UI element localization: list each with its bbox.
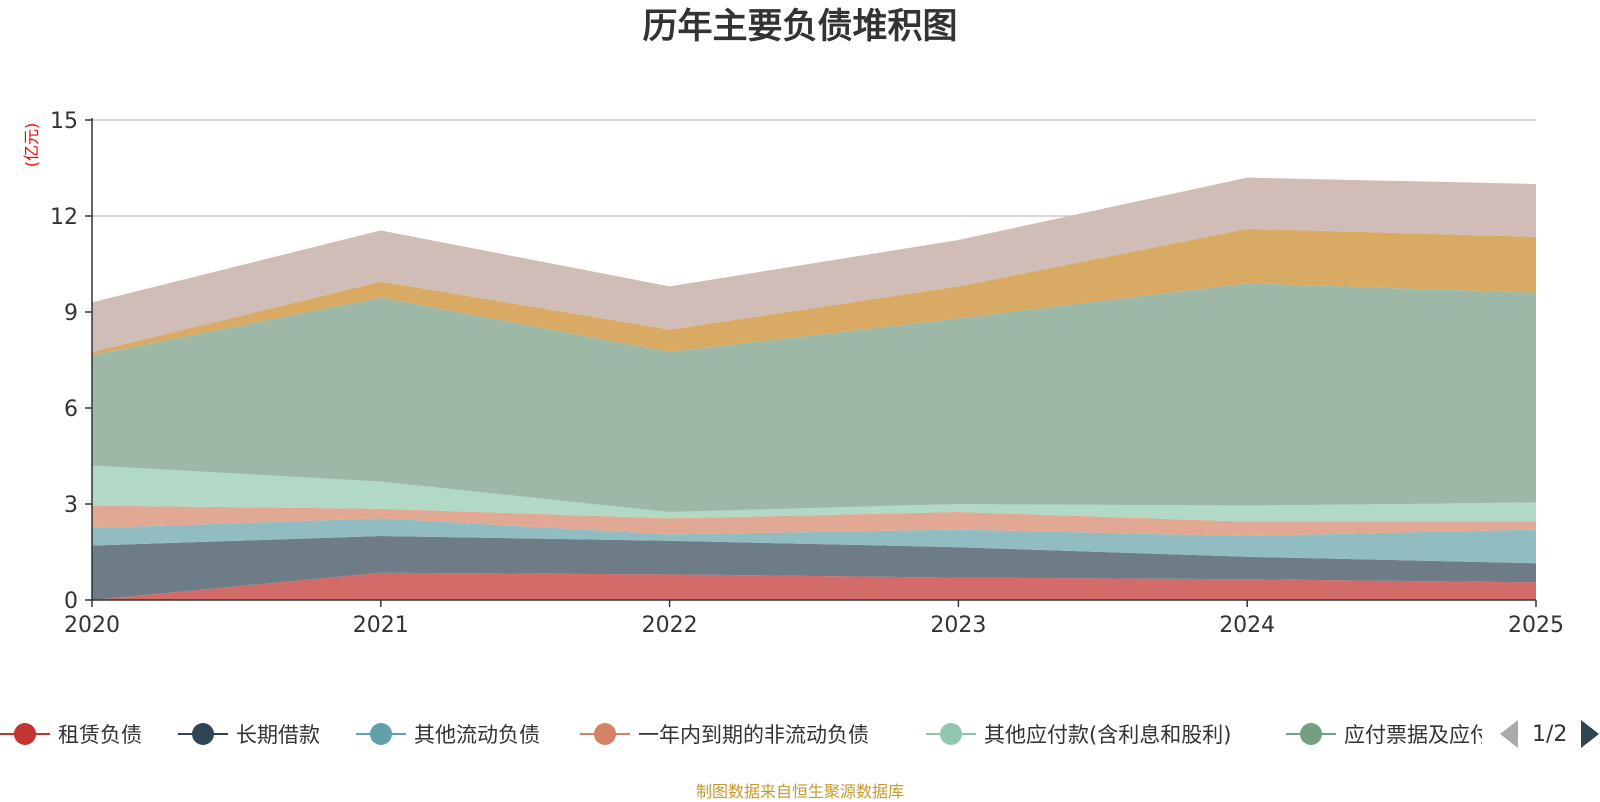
legend-marker-icon	[1286, 721, 1336, 747]
legend-next-page-button[interactable]	[1581, 720, 1600, 748]
y-tick-label: 6	[64, 397, 78, 422]
legend-label: 租赁负债	[58, 723, 142, 747]
legend-marker-icon	[0, 721, 50, 747]
legend-items: 租赁负债 长期借款 其他流动负债 一年内到期的非流动负债 其他应付款(含利息和股利) 应付…	[0, 712, 1482, 756]
legend-marker-icon	[580, 721, 630, 747]
legend-marker-icon	[356, 721, 406, 747]
y-axis-label: (亿元)	[22, 123, 41, 168]
legend-item[interactable]: 一年内到期的非流动负债	[580, 712, 869, 756]
area-series-4[interactable]	[92, 465, 1536, 522]
legend-page-indicator: 1/2	[1532, 721, 1568, 747]
area-series-5[interactable]	[92, 283, 1536, 512]
axes: 0 3 6 9 12 15 2020 2021 2022 2023 2024 2025	[50, 109, 1564, 638]
area-series-6[interactable]	[92, 228, 1536, 356]
legend-prev-page-button[interactable]	[1500, 720, 1518, 748]
legend-label: 其他应付款(含利息和股利)	[984, 723, 1232, 747]
area-series-7[interactable]	[92, 177, 1536, 352]
area-series-3[interactable]	[92, 505, 1536, 536]
legend-label: 其他流动负债	[414, 723, 540, 747]
chart-title: 历年主要负债堆积图	[642, 7, 958, 47]
legend-label: 应付票据及应付账款	[1344, 723, 1482, 747]
legend-item[interactable]: 租赁负债	[0, 712, 142, 756]
legend-pager: 1/2	[1500, 712, 1600, 756]
legend-item[interactable]: 应付票据及应付账款	[1286, 712, 1482, 756]
legend-item[interactable]: 长期借款	[178, 712, 320, 756]
legend-label: 一年内到期的非流动负债	[638, 723, 869, 747]
x-tick-label: 2021	[353, 613, 409, 638]
legend: 租赁负债 长期借款 其他流动负债 一年内到期的非流动负债 其他应付款(含利息和股利) 应付…	[0, 712, 1600, 756]
area-series-2[interactable]	[92, 518, 1536, 564]
legend-item[interactable]: 其他流动负债	[356, 712, 540, 756]
area-series-layer	[92, 177, 1536, 600]
legend-label: 长期借款	[236, 723, 320, 747]
y-tick-label: 0	[64, 589, 78, 614]
x-tick-label: 2024	[1219, 613, 1275, 638]
legend-marker-icon	[178, 721, 228, 747]
y-tick-label: 9	[64, 301, 78, 326]
area-series-0[interactable]	[92, 572, 1536, 600]
source-note: 制图数据来自恒生聚源数据库	[695, 782, 904, 801]
area-series-1[interactable]	[92, 536, 1536, 600]
x-tick-label: 2020	[64, 613, 120, 638]
x-tick-label: 2022	[642, 613, 698, 638]
legend-marker-icon	[926, 721, 976, 747]
y-tick-label: 3	[64, 493, 78, 518]
x-tick-label: 2023	[930, 613, 986, 638]
legend-item[interactable]: 其他应付款(含利息和股利)	[926, 712, 1231, 756]
y-tick-label: 12	[50, 205, 78, 230]
x-tick-label: 2025	[1508, 613, 1564, 638]
y-tick-label: 15	[50, 109, 78, 134]
